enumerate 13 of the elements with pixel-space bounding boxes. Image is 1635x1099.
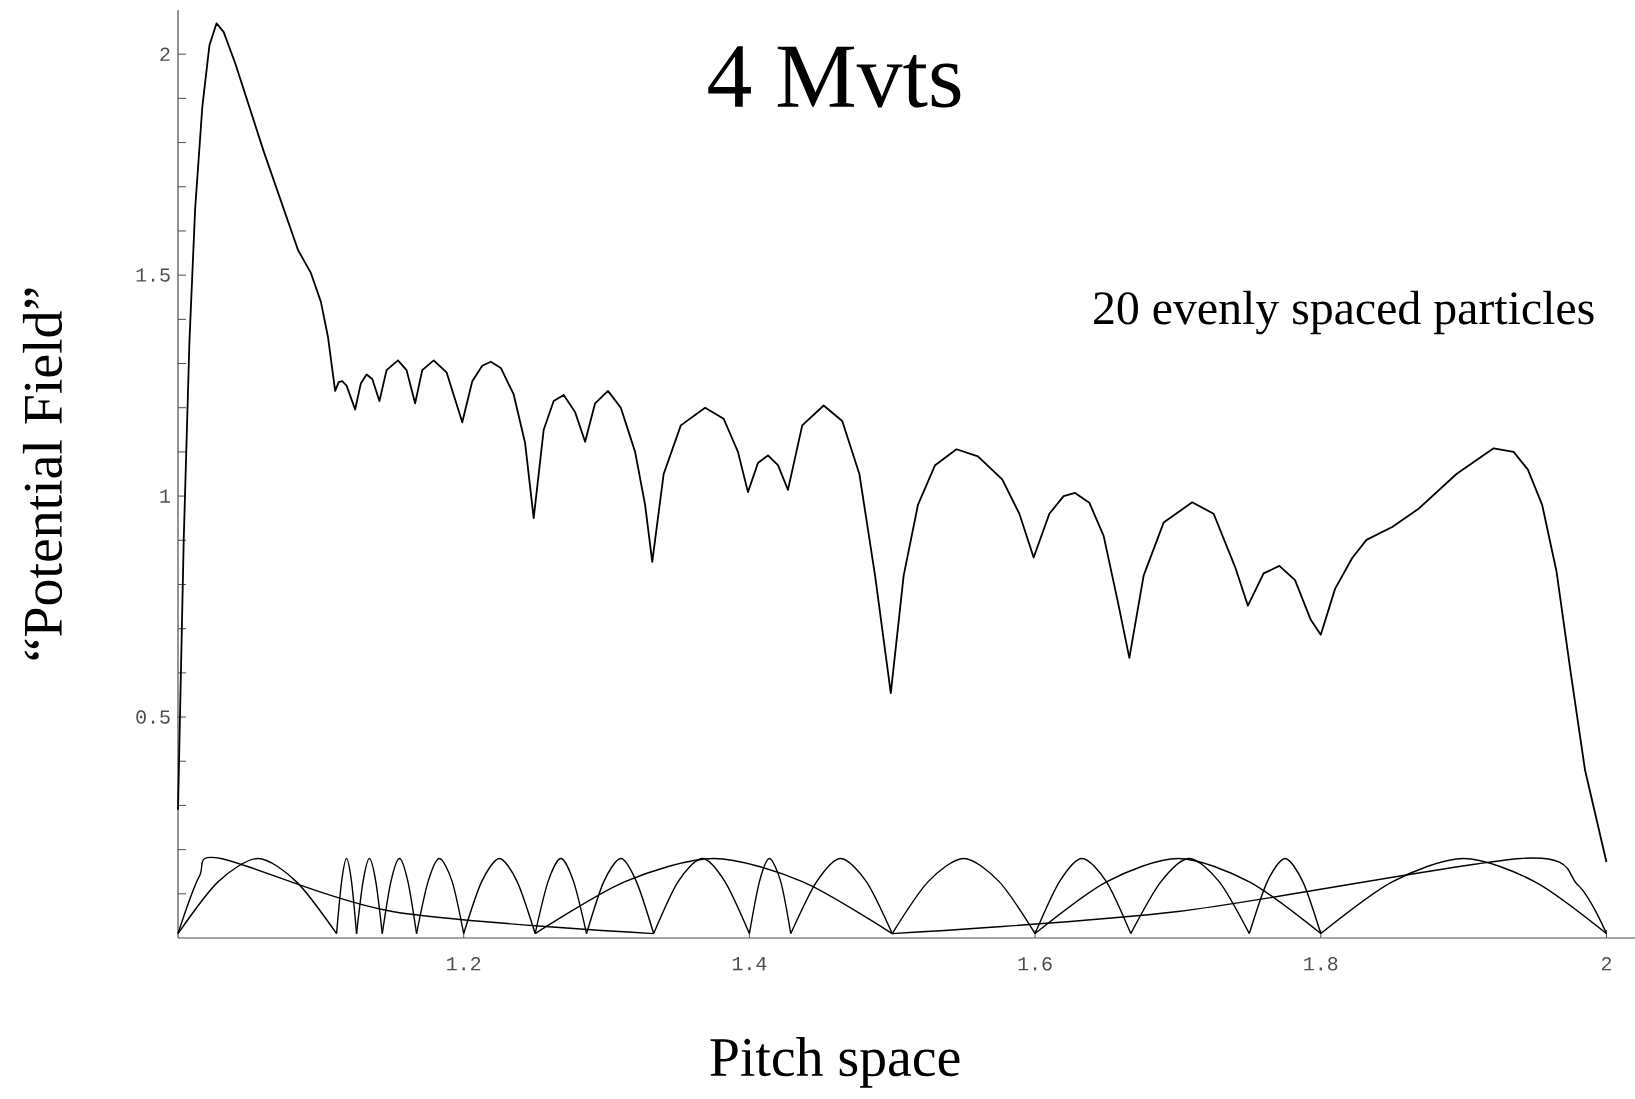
x-tick-label: 1.6 [1018,957,1052,971]
chart-title: 4 Mvts [708,46,961,108]
y-tick-label: 0.5 [136,710,170,724]
x-tick-label: 1.4 [732,957,767,971]
y-axis-title: “Potential Field” [22,288,63,660]
y-tick-label: 1 [160,489,171,503]
x-axis-title: Pitch space [710,1037,960,1088]
x-tick-label: 1.2 [447,957,481,971]
y-tick-label: 2 [160,47,170,61]
y-tick-label: 1.5 [136,268,170,282]
annotation: 20 evenly spaced particles [1094,290,1594,335]
x-tick-label: 1.8 [1304,957,1338,971]
x-tick-label: 2 [1601,957,1612,971]
